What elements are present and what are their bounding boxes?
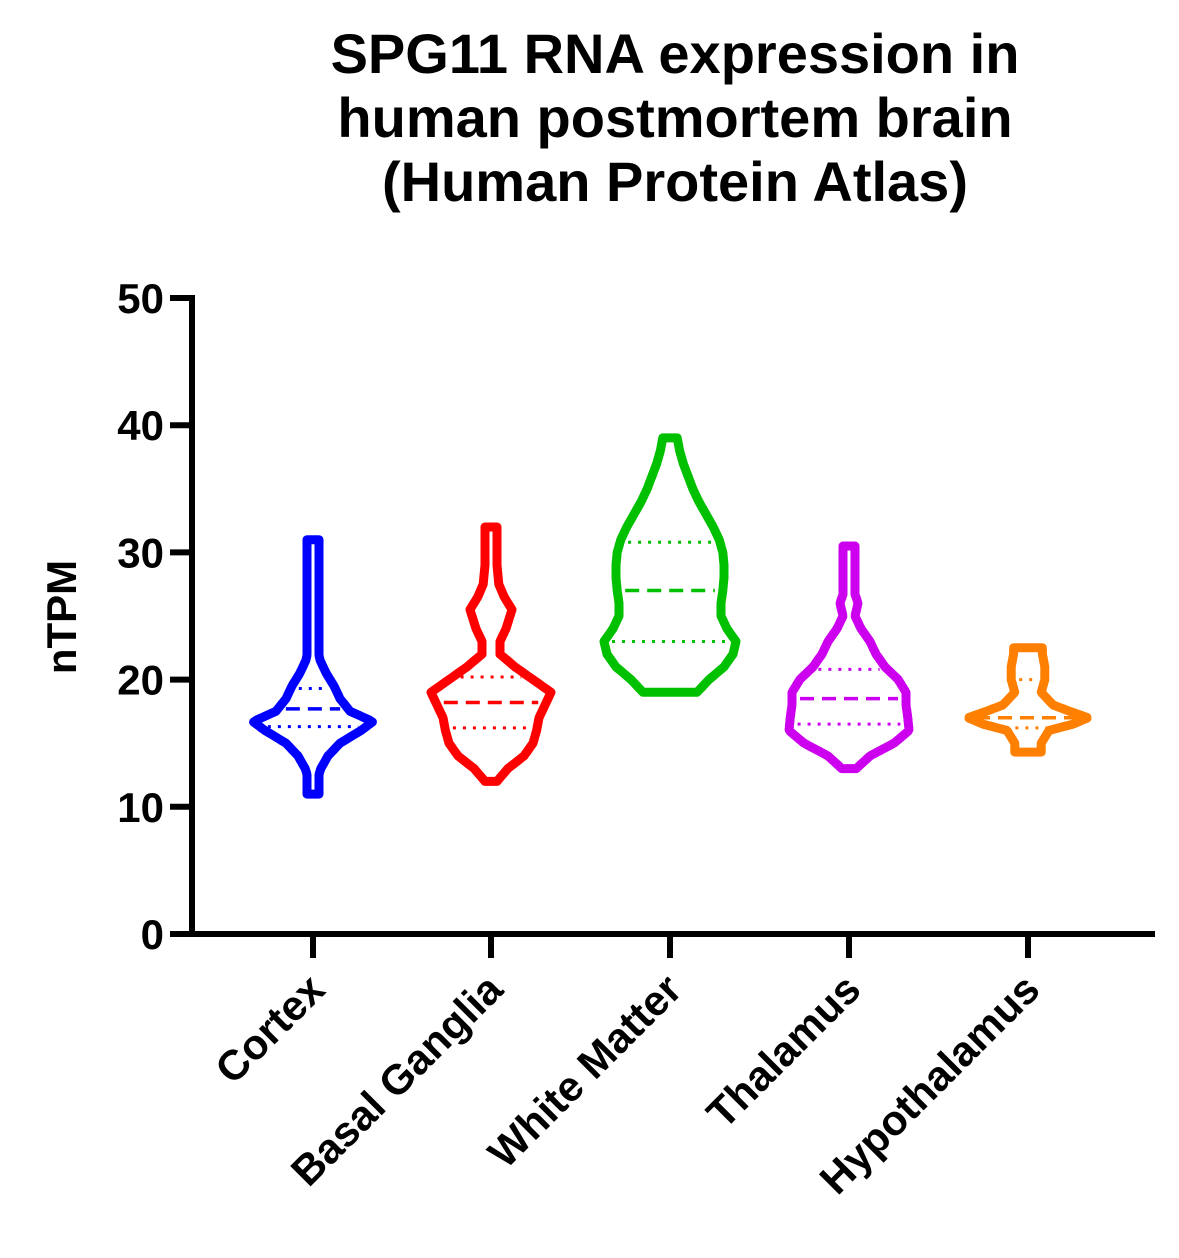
violin-basal-ganglia — [426, 522, 556, 786]
violins — [249, 433, 1092, 799]
x-tick-label: White Matter — [479, 965, 690, 1176]
chart-title: SPG11 RNA expression in human postmortem… — [200, 22, 1150, 214]
violin-hypothalamus — [964, 643, 1092, 757]
y-tick-label: 20 — [117, 657, 164, 704]
violin-outline — [964, 643, 1092, 757]
violin-cortex — [249, 535, 377, 799]
violin-white-matter — [599, 433, 741, 697]
y-tick-label: 10 — [117, 784, 164, 831]
x-tick-label: Thalamus — [697, 965, 869, 1137]
chart-title-line-2: human postmortem brain — [337, 86, 1013, 149]
y-axis-title: nTPM — [38, 560, 85, 674]
violin-outline — [249, 535, 377, 799]
chart-title-line-1: SPG11 RNA expression in — [330, 22, 1020, 85]
y-axis: 0 10 20 30 40 50 — [117, 275, 195, 958]
violin-thalamus — [784, 541, 914, 774]
y-tick-label: 0 — [141, 911, 164, 958]
x-tick-label: Cortex — [206, 965, 334, 1093]
y-tick-label: 50 — [117, 275, 164, 322]
violin-outline — [599, 433, 741, 697]
violin-outline — [426, 522, 556, 786]
chart-title-line-3: (Human Protein Atlas) — [382, 150, 968, 213]
y-tick-label: 40 — [117, 402, 164, 449]
violin-outline — [784, 541, 914, 774]
y-tick-label: 30 — [117, 529, 164, 576]
